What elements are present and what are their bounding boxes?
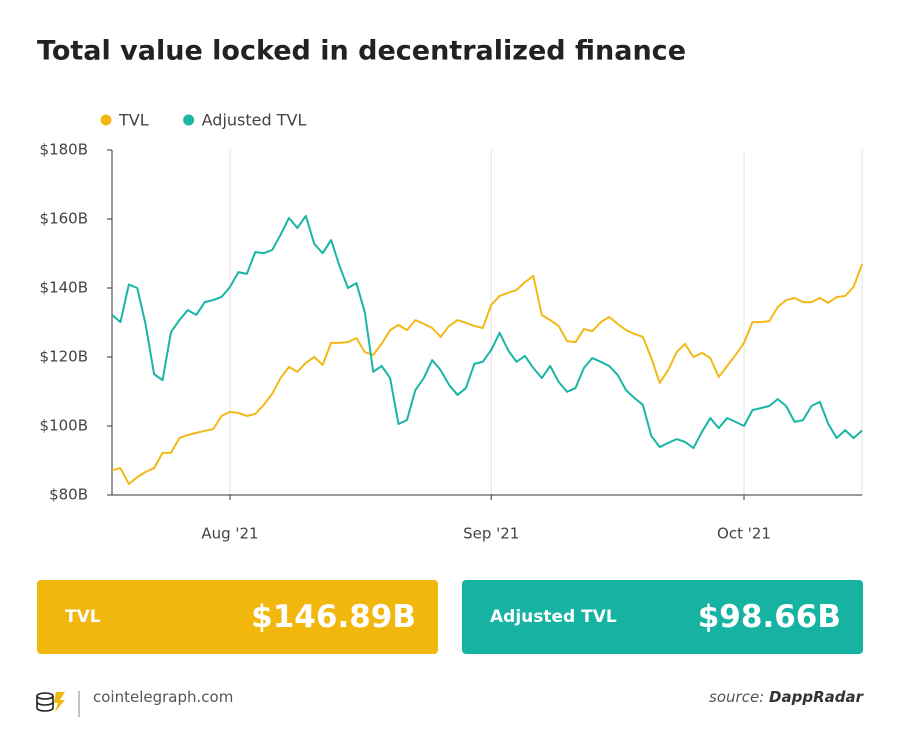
legend-label: Adjusted TVL bbox=[202, 111, 307, 130]
y-tick-label: $120B bbox=[40, 348, 88, 366]
y-tick-label: $100B bbox=[40, 417, 88, 435]
card-label: Adjusted TVL bbox=[490, 607, 617, 627]
series-line bbox=[111, 214, 863, 450]
x-tick-label: Sep '21 bbox=[463, 525, 519, 543]
tvl-card: TVL $146.89B bbox=[37, 580, 438, 654]
y-tick-label: $140B bbox=[40, 279, 88, 297]
y-tick-label: $80B bbox=[49, 486, 88, 504]
y-tick-label: $160B bbox=[40, 210, 88, 228]
legend-label: TVL bbox=[118, 111, 149, 130]
x-tick-label: Aug '21 bbox=[201, 525, 258, 543]
chart-title: Total value locked in decentralized fina… bbox=[37, 36, 686, 67]
adjusted-tvl-card: Adjusted TVL $98.66B bbox=[462, 580, 863, 654]
source: source: DappRadar bbox=[709, 688, 863, 706]
card-value: $146.89B bbox=[251, 599, 416, 635]
card-label: TVL bbox=[65, 607, 101, 627]
source-name: DappRadar bbox=[769, 688, 863, 706]
logo bbox=[36, 691, 80, 717]
chart: Total value locked in decentralized fina… bbox=[37, 36, 863, 543]
legend-marker bbox=[100, 114, 112, 126]
card-value: $98.66B bbox=[697, 599, 841, 635]
series-line bbox=[111, 263, 863, 485]
x-tick-label: Oct '21 bbox=[717, 525, 771, 543]
source-prefix: source: bbox=[709, 688, 765, 706]
site: cointelegraph.com bbox=[93, 688, 234, 706]
legend-marker bbox=[183, 114, 195, 126]
y-tick-label: $180B bbox=[40, 141, 88, 159]
